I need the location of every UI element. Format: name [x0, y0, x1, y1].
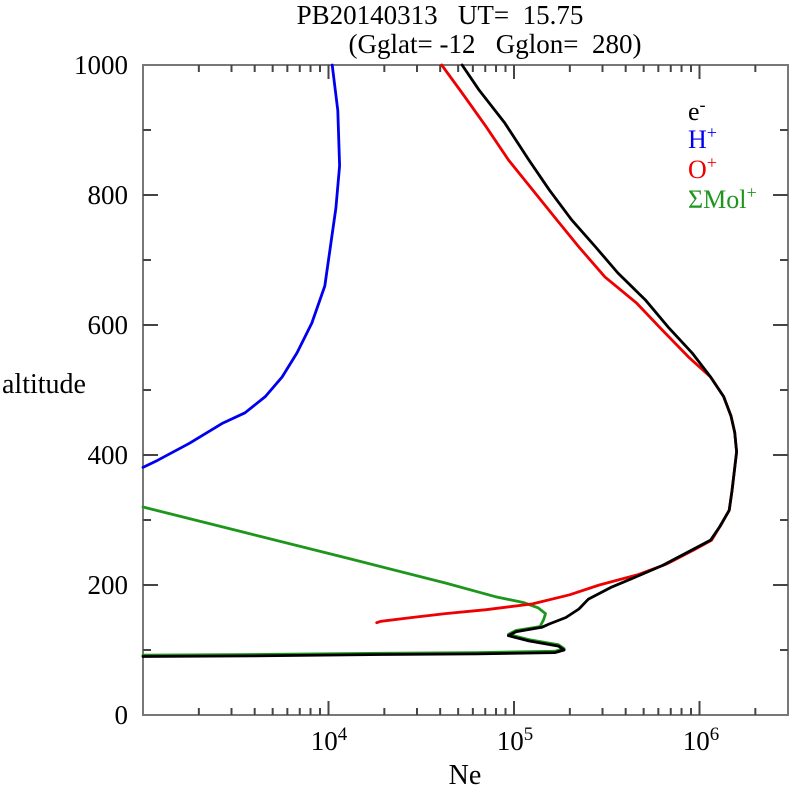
x-tick-label-1e4: 104 — [311, 724, 347, 758]
x-tick-base: 10 — [310, 726, 338, 756]
x-tick-label-1e5: 105 — [497, 724, 533, 758]
legend-label-charge: - — [699, 94, 706, 115]
x-tick-exponent: 5 — [523, 724, 534, 745]
x-tick-exponent: 6 — [709, 724, 720, 745]
y-tick-label-800: 800 — [87, 180, 129, 210]
curve-h — [141, 63, 342, 469]
legend-label: ΣMol — [688, 185, 747, 214]
x-axis-title: Ne — [448, 760, 482, 791]
legend-label-charge: + — [706, 152, 718, 173]
y-tick-label-400: 400 — [87, 440, 129, 470]
y-tick-label-600: 600 — [87, 310, 129, 340]
x-tick-base: 10 — [496, 726, 524, 756]
plot-title: PB20140313 UT= 15.75 — [296, 0, 584, 30]
legend-label: H — [688, 125, 707, 154]
legend-label: e — [688, 97, 700, 126]
legend-label-charge: + — [706, 122, 718, 143]
legend-item-oxygen-ions: O+ — [688, 152, 718, 185]
curve-sigmamol — [141, 505, 566, 657]
plot-subtitle: (Gglat= -12 Gglon= 280) — [348, 29, 642, 59]
legend-item-molecular-ions: ΣMol+ — [688, 182, 757, 215]
legend-label: O — [688, 155, 707, 184]
curve-e — [141, 63, 738, 658]
legend-item-electrons: e- — [688, 94, 706, 127]
legend-label-charge: + — [746, 182, 757, 203]
y-tick-label-200: 200 — [87, 570, 129, 600]
y-axis-title: altitude — [2, 369, 86, 400]
y-tick-label-1000: 1000 — [74, 50, 128, 80]
y-tick-label-0: 0 — [114, 700, 129, 730]
x-tick-base: 10 — [682, 726, 710, 756]
legend-item-hydrogen-ions: H+ — [688, 122, 718, 155]
x-tick-exponent: 4 — [337, 724, 348, 745]
x-tick-label-1e6: 106 — [683, 724, 719, 758]
